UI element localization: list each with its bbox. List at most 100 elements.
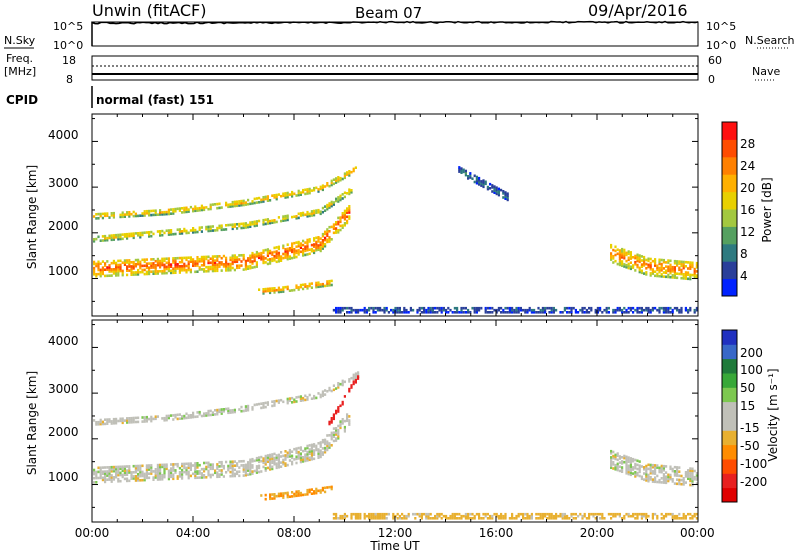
range-cell: [676, 482, 679, 486]
range-cell: [207, 227, 210, 231]
range-cell: [299, 493, 302, 497]
range-cell: [328, 206, 331, 209]
range-cell: [145, 470, 148, 473]
range-cell: [115, 233, 118, 237]
range-cell: [640, 263, 643, 266]
range-cell: [343, 174, 346, 178]
range-cell: [229, 258, 232, 262]
range-cell: [332, 439, 335, 443]
range-cell: [194, 468, 197, 471]
range-cell: [315, 281, 318, 285]
range-cell: [269, 461, 272, 465]
range-cell: [339, 220, 342, 224]
range-cell: [269, 468, 272, 471]
range-cell: [192, 264, 195, 267]
range-cell: [308, 458, 311, 462]
range-cell: [634, 260, 637, 264]
range-cell: [506, 194, 509, 198]
range-cell: [621, 250, 624, 253]
range-cell: [174, 471, 177, 474]
range-cell: [207, 259, 210, 263]
range-cell: [297, 244, 300, 248]
range-cell: [288, 448, 291, 452]
range-cell: [189, 462, 192, 465]
range-cell: [502, 190, 505, 193]
range-cell: [484, 311, 487, 314]
range-cell: [115, 265, 118, 269]
range-cell: [594, 512, 597, 516]
range-cell: [643, 468, 646, 471]
range-cell: [376, 308, 379, 312]
range-cell: [134, 232, 137, 235]
range-cell: [319, 285, 322, 288]
range-cell: [629, 306, 632, 310]
range-cell: [625, 455, 628, 459]
range-cell: [126, 265, 129, 268]
range-cell: [266, 248, 269, 251]
range-cell: [119, 263, 122, 267]
range-cell: [194, 264, 197, 267]
range-cell: [156, 463, 159, 467]
range-cell: [286, 399, 289, 403]
range-cell: [253, 459, 256, 463]
range-cell: [319, 451, 322, 455]
range-cell: [161, 213, 164, 216]
range-cell: [544, 514, 547, 518]
range-cell: [196, 462, 199, 465]
range-cell: [95, 481, 98, 484]
range-cell: [634, 473, 637, 476]
range-cell: [660, 258, 663, 262]
range-cell: [163, 475, 166, 479]
range-cell: [339, 196, 342, 200]
range-cell: [93, 215, 96, 218]
range-cell: [427, 306, 430, 310]
range-cell: [269, 464, 272, 467]
range-cell: [341, 177, 344, 181]
range-cell: [108, 274, 111, 277]
range-cell: [315, 236, 318, 240]
range-cell: [126, 479, 129, 483]
range-cell: [130, 421, 133, 424]
range-cell: [552, 311, 555, 314]
range-cell: [216, 410, 219, 414]
range-cell: [231, 227, 234, 231]
range-cell: [310, 492, 313, 495]
range-cell: [522, 514, 525, 518]
range-cell: [623, 311, 626, 314]
range-cell: [361, 308, 364, 312]
range-cell: [396, 306, 399, 310]
range-cell: [262, 249, 265, 252]
range-cell: [343, 191, 346, 195]
range-cell: [192, 258, 195, 261]
range-cell: [306, 488, 309, 492]
range-cell: [337, 216, 340, 220]
range-cell: [275, 193, 278, 197]
range-cell: [273, 194, 276, 197]
range-cell: [693, 514, 696, 518]
range-cell: [150, 262, 153, 265]
range-cell: [258, 196, 261, 200]
range-cell: [656, 464, 659, 467]
range-cell: [346, 192, 349, 195]
range-cell: [693, 267, 696, 271]
range-cell: [229, 223, 232, 227]
range-cell: [678, 308, 681, 312]
range-cell: [676, 466, 679, 469]
range-cell: [616, 262, 619, 266]
range-cell: [676, 262, 679, 265]
range-cell: [297, 240, 300, 244]
range-cell: [324, 438, 327, 442]
range-cell: [310, 286, 313, 289]
range-cell: [684, 473, 687, 476]
range-cell: [515, 514, 518, 518]
range-cell: [343, 176, 346, 180]
range-cell: [647, 477, 650, 481]
range-cell: [196, 264, 199, 267]
range-cell: [273, 404, 276, 407]
range-cell: [462, 168, 465, 172]
range-cell: [115, 475, 118, 479]
range-cell: [449, 517, 452, 520]
range-cell: [282, 492, 285, 495]
range-cell: [183, 470, 186, 474]
range-cell: [629, 267, 632, 271]
